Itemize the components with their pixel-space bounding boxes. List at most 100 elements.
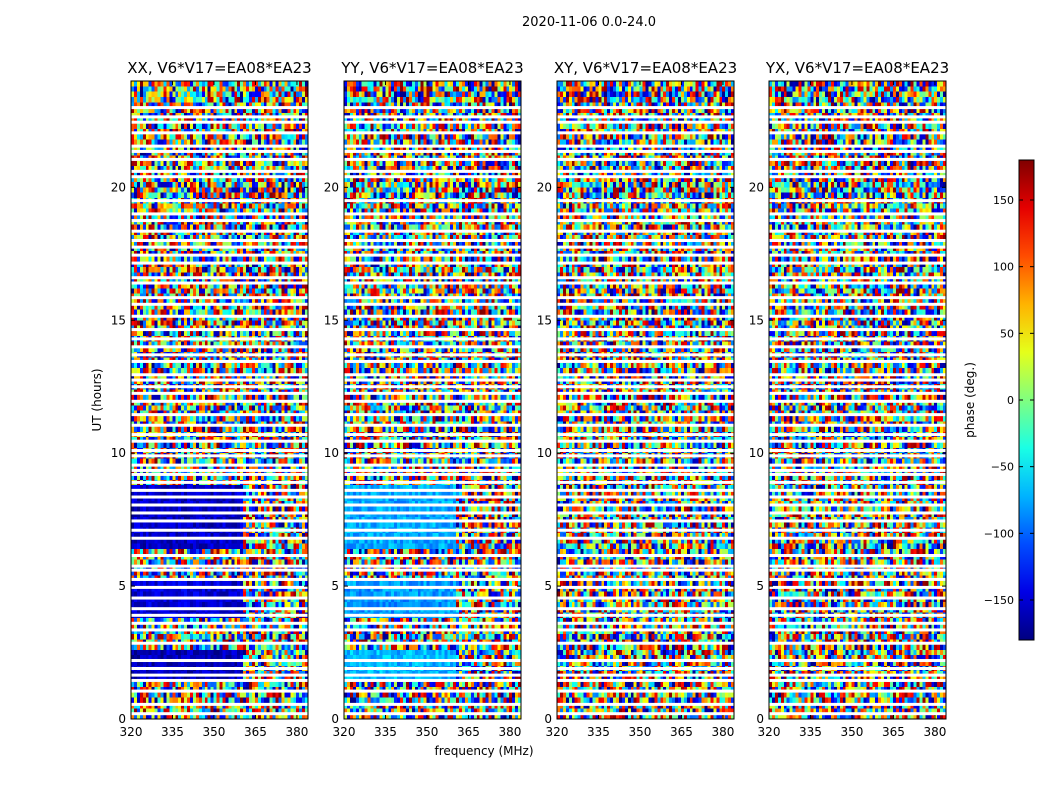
flagged-row	[344, 175, 521, 179]
flagged-row	[769, 219, 946, 223]
flagged-row	[344, 413, 521, 417]
flagged-row	[769, 157, 946, 161]
flagged-row	[557, 144, 734, 148]
flagged-row	[769, 399, 946, 403]
flagged-row	[344, 468, 521, 472]
flagged-row	[557, 678, 734, 682]
flagged-row	[131, 261, 308, 265]
flagged-row	[769, 666, 946, 670]
flagged-row	[557, 281, 734, 285]
flagged-row	[769, 488, 946, 492]
flagged-row	[131, 666, 308, 670]
x-tick-label: 320	[333, 725, 356, 739]
flagged-row	[769, 678, 946, 682]
flagged-row	[769, 511, 946, 515]
flagged-row	[557, 536, 734, 540]
flagged-row	[131, 296, 308, 300]
flagged-row	[557, 149, 734, 153]
flagged-row	[131, 120, 308, 124]
flagged-row	[131, 613, 308, 617]
flagged-row	[344, 666, 521, 670]
flagged-row	[131, 503, 308, 507]
flagged-row	[557, 239, 734, 242]
flagged-row	[557, 519, 734, 523]
panels: XX, V6*V17=EA08*EA23 320 335 350 365 380 0 5 10 1…	[111, 59, 949, 739]
flagged-row	[769, 353, 946, 357]
flagged-row	[344, 463, 521, 467]
y-tick-label: 5	[331, 579, 339, 593]
flagged-row	[557, 673, 734, 677]
flagged-row	[769, 596, 946, 600]
flagged-row	[131, 702, 308, 706]
y-tick-label: 5	[118, 579, 126, 593]
flagged-row	[131, 413, 308, 417]
flagged-row	[769, 480, 946, 484]
y-tick-label: 15	[111, 313, 126, 327]
flagged-row	[344, 596, 521, 600]
colorbar-tick-label: −150	[984, 594, 1014, 607]
colorbar: 150 100 50 0 −50 −100 −150	[984, 159, 1035, 641]
y-tick-label: 10	[537, 446, 552, 460]
flagged-row	[769, 413, 946, 417]
flagged-row	[131, 495, 308, 499]
y-tick-label: 15	[324, 313, 339, 327]
flagged-row	[131, 673, 308, 677]
flagged-row	[557, 554, 734, 558]
flagged-row	[131, 689, 308, 693]
flagged-row	[131, 169, 308, 173]
x-tick-label: 335	[799, 725, 822, 739]
flagged-row	[344, 261, 521, 265]
flagged-row	[131, 678, 308, 682]
flagged-row	[131, 175, 308, 179]
flagged-row	[344, 536, 521, 540]
flagged-row	[769, 261, 946, 265]
flagged-row	[131, 212, 308, 216]
flagged-row	[557, 568, 734, 572]
flagged-row	[131, 337, 308, 341]
flagged-row	[557, 353, 734, 357]
flagged-row	[769, 144, 946, 148]
flagged-row	[557, 328, 734, 332]
flagged-row	[769, 169, 946, 173]
flagged-row	[344, 276, 521, 280]
x-tick-label: 335	[374, 725, 397, 739]
flagged-row	[557, 115, 734, 119]
flagged-row	[769, 472, 946, 476]
flagged-row	[557, 564, 734, 568]
flagged-row	[131, 199, 308, 203]
flagged-row	[557, 373, 734, 377]
y-tick-label: 10	[111, 446, 126, 460]
flagged-row	[131, 712, 308, 716]
flagged-row	[344, 449, 521, 453]
flagged-row	[344, 345, 521, 349]
flagged-row	[131, 621, 308, 625]
flagged-row	[344, 689, 521, 693]
flagged-row	[769, 439, 946, 443]
x-tick-label: 380	[923, 725, 946, 739]
flagged-row	[769, 564, 946, 568]
flagged-row	[344, 628, 521, 632]
flagged-row	[344, 702, 521, 706]
flagged-row	[344, 495, 521, 499]
flagged-row	[131, 219, 308, 223]
flagged-row	[131, 229, 308, 233]
flagged-row	[344, 712, 521, 716]
flagged-row	[557, 399, 734, 403]
flagged-row	[557, 585, 734, 589]
flagged-row	[344, 253, 521, 257]
y-tick-label: 0	[331, 712, 339, 726]
flagged-row	[131, 480, 308, 484]
x-axis-label: frequency (MHz)	[434, 744, 533, 758]
panel-frame	[556, 80, 735, 720]
flagged-row	[131, 115, 308, 119]
flagged-row	[769, 115, 946, 119]
flagged-row	[344, 554, 521, 558]
flagged-row	[769, 378, 946, 382]
flagged-row	[344, 391, 521, 395]
flagged-row	[344, 144, 521, 148]
x-tick-label: 365	[670, 725, 693, 739]
flagged-row	[344, 359, 521, 363]
flagged-row	[769, 712, 946, 716]
flagged-row	[557, 613, 734, 617]
flagged-row	[344, 106, 521, 110]
